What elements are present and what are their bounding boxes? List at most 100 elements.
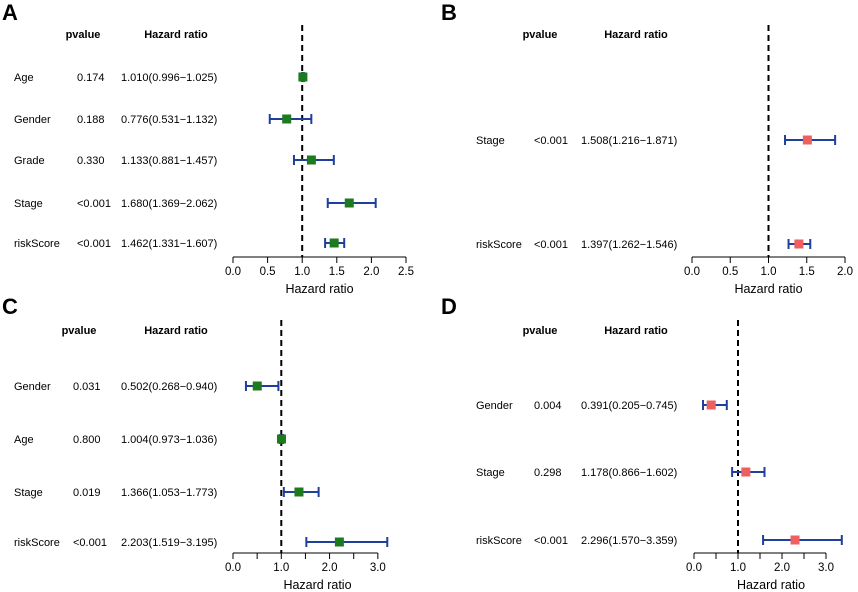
variable-label: Stage	[14, 198, 43, 210]
pvalue-label: 0.174	[77, 72, 105, 84]
hazard-ratio-text: 1.133(0.881−1.457)	[121, 155, 217, 167]
variable-label: Grade	[14, 155, 45, 167]
hazard-ratio-text: 2.203(1.519−3.195)	[121, 537, 217, 549]
hazard-ratio-header: Hazard ratio	[604, 29, 668, 41]
pvalue-label: <0.001	[77, 198, 111, 210]
x-tick-label: 1.0	[294, 266, 310, 278]
hr-point-marker	[802, 135, 812, 145]
variable-label: Stage	[476, 135, 505, 147]
pvalue-label: 0.800	[73, 434, 101, 446]
pvalue-label: <0.001	[534, 239, 568, 251]
forest-row-grade: Grade 0.330 1.133(0.881−1.457)	[14, 155, 335, 167]
panel-letter: A	[2, 0, 18, 25]
hr-point-marker	[706, 400, 716, 410]
panel-letter: B	[441, 0, 457, 25]
forest-row-stage: Stage 0.298 1.178(0.866−1.602)	[476, 467, 766, 479]
panel-letter: D	[441, 294, 457, 319]
pvalue-header: pvalue	[523, 29, 558, 41]
variable-label: Gender	[14, 381, 51, 393]
hazard-ratio-text: 2.296(1.570−3.359)	[581, 535, 677, 547]
variable-label: riskScore	[14, 537, 60, 549]
forest-row-age: Age 0.800 1.004(0.973−1.036)	[14, 434, 286, 446]
pvalue-label: 0.019	[73, 487, 101, 499]
x-axis-label: Hazard ratio	[734, 282, 802, 296]
variable-label: Gender	[14, 114, 51, 126]
x-axis-label: Hazard ratio	[285, 282, 353, 296]
x-tick-label: 0.5	[722, 266, 738, 278]
hazard-ratio-text: 0.391(0.205−0.745)	[581, 400, 677, 412]
pvalue-label: 0.004	[534, 400, 562, 412]
hazard-ratio-text: 0.776(0.531−1.132)	[121, 114, 217, 126]
x-tick-label: 0.0	[686, 562, 702, 574]
hazard-ratio-text: 1.462(1.331−1.607)	[121, 238, 217, 250]
hazard-ratio-text: 1.178(0.866−1.602)	[581, 467, 677, 479]
x-axis-label: Hazard ratio	[283, 578, 351, 592]
forest-row-age: Age 0.174 1.010(0.996−1.025)	[14, 72, 308, 84]
hazard-ratio-text: 1.004(0.973−1.036)	[121, 434, 217, 446]
pvalue-label: <0.001	[73, 537, 107, 549]
hr-point-marker	[334, 537, 344, 547]
x-tick-label: 2.0	[837, 266, 853, 278]
hazard-ratio-header: Hazard ratio	[144, 29, 208, 41]
hazard-ratio-text: 0.502(0.268−0.940)	[121, 381, 217, 393]
variable-label: Age	[14, 434, 34, 446]
x-tick-label: 1.0	[273, 562, 289, 574]
pvalue-label: <0.001	[534, 535, 568, 547]
forest-row-gender: Gender 0.188 0.776(0.531−1.132)	[14, 114, 313, 126]
hazard-ratio-header: Hazard ratio	[144, 325, 208, 337]
pvalue-header: pvalue	[523, 325, 558, 337]
variable-label: Age	[14, 72, 34, 84]
hazard-ratio-text: 1.508(1.216−1.871)	[581, 135, 677, 147]
pvalue-label: <0.001	[534, 135, 568, 147]
variable-label: Stage	[476, 467, 505, 479]
x-tick-label: 3.0	[818, 562, 834, 574]
pvalue-label: 0.330	[77, 155, 105, 167]
forest-row-riskscore: riskScore <0.001 1.397(1.262−1.546)	[476, 239, 812, 251]
pvalue-header: pvalue	[62, 325, 97, 337]
x-axis-label: Hazard ratio	[737, 578, 805, 592]
hr-point-marker	[741, 467, 751, 477]
variable-label: Gender	[476, 400, 513, 412]
hr-point-marker	[306, 155, 316, 165]
pvalue-label: <0.001	[77, 238, 111, 250]
hr-point-marker	[790, 535, 800, 545]
x-tick-label: 2.0	[322, 562, 338, 574]
hr-point-marker	[298, 72, 308, 82]
forest-row-riskscore: riskScore <0.001 2.203(1.519−3.195)	[14, 537, 389, 549]
forest-row-stage: Stage <0.001 1.508(1.216−1.871)	[476, 135, 837, 147]
forest-row-riskscore: riskScore <0.001 1.462(1.331−1.607)	[14, 238, 346, 250]
variable-label: riskScore	[476, 535, 522, 547]
x-tick-label: 1.0	[730, 562, 746, 574]
x-tick-label: 0.0	[684, 266, 700, 278]
x-tick-label: 0.0	[225, 266, 241, 278]
forest-row-stage: Stage <0.001 1.680(1.369−2.062)	[14, 198, 377, 210]
x-tick-label: 1.0	[761, 266, 777, 278]
pvalue-header: pvalue	[66, 29, 101, 41]
hazard-ratio-text: 1.397(1.262−1.546)	[581, 239, 677, 251]
variable-label: riskScore	[14, 238, 60, 250]
hazard-ratio-text: 1.010(0.996−1.025)	[121, 72, 217, 84]
forest-row-gender: Gender 0.031 0.502(0.268−0.940)	[14, 381, 280, 393]
hr-point-marker	[794, 239, 804, 249]
x-tick-label: 3.0	[370, 562, 386, 574]
x-tick-label: 0.0	[225, 562, 241, 574]
forest-row-stage: Stage 0.019 1.366(1.053−1.773)	[14, 487, 320, 499]
hr-point-marker	[252, 381, 262, 391]
variable-label: Stage	[14, 487, 43, 499]
x-tick-label: 1.5	[329, 266, 345, 278]
x-tick-label: 2.5	[398, 266, 414, 278]
pvalue-label: 0.298	[534, 467, 562, 479]
hazard-ratio-text: 1.366(1.053−1.773)	[121, 487, 217, 499]
variable-label: riskScore	[476, 239, 522, 251]
hr-point-marker	[282, 114, 292, 124]
pvalue-label: 0.031	[73, 381, 101, 393]
hr-point-marker	[344, 198, 354, 208]
x-tick-label: 2.0	[363, 266, 379, 278]
forest-row-riskscore: riskScore <0.001 2.296(1.570−3.359)	[476, 535, 843, 547]
x-tick-label: 0.5	[260, 266, 276, 278]
panel-letter: C	[2, 294, 18, 319]
